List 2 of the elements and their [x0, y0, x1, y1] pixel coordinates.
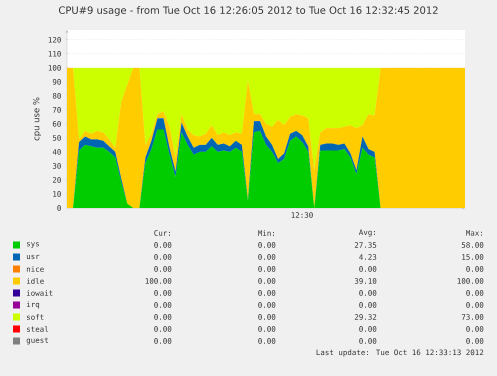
chart-title: CPU#9 usage - from Tue Oct 16 12:26:05 2012 to Tue Oct 16 12:32:45 2012: [58, 6, 438, 16]
y-axis-title: cpu use %: [32, 98, 42, 140]
